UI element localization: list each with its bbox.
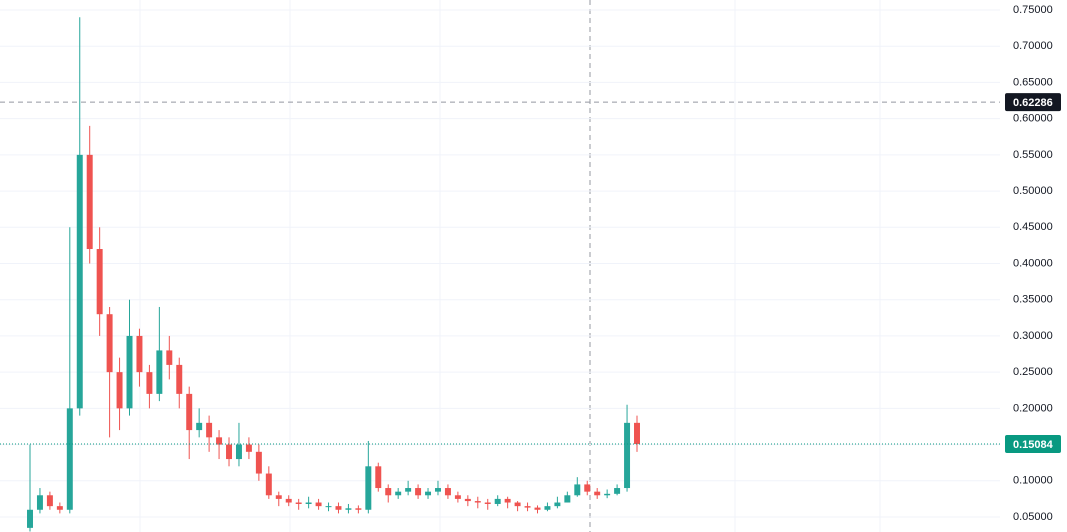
candle-body <box>554 502 561 507</box>
candle-body <box>265 473 272 496</box>
candle-body <box>27 509 33 528</box>
candle-body <box>375 466 382 489</box>
vertical-grid <box>139 0 881 532</box>
candle-body <box>395 491 402 496</box>
y-tick-label: 0.35000 <box>1013 294 1053 306</box>
candle-body <box>216 437 223 445</box>
candle-body <box>584 484 591 492</box>
candle-body <box>176 364 183 394</box>
y-tick-label: 0.60000 <box>1013 113 1053 125</box>
candle-body <box>405 488 412 492</box>
y-tick-label: 0.75000 <box>1013 4 1053 16</box>
candle-body <box>494 498 501 504</box>
candle-body <box>524 506 531 508</box>
last-price-box <box>1005 434 1061 453</box>
candle-body <box>226 444 233 460</box>
candle-body <box>196 422 203 431</box>
candle-body <box>146 372 153 394</box>
candle-body <box>295 502 302 504</box>
candle-body <box>285 498 292 503</box>
candle-body <box>624 422 631 489</box>
candle-body <box>504 498 511 503</box>
y-tick-label: 0.25000 <box>1013 366 1053 378</box>
last-price-label: 0.15084 <box>1013 439 1054 451</box>
candle-body <box>634 422 640 444</box>
y-tick-label: 0.70000 <box>1013 40 1053 52</box>
candle-body <box>186 393 193 431</box>
candle-body <box>564 495 571 503</box>
candle-body <box>594 491 601 496</box>
candle-body <box>106 314 113 373</box>
candle-body <box>335 506 342 510</box>
y-tick-label: 0.45000 <box>1013 221 1053 233</box>
candle-body <box>474 501 481 503</box>
candle-body <box>166 350 173 365</box>
candle-body <box>385 488 392 496</box>
candle-body <box>255 451 262 474</box>
candle-body <box>56 506 63 510</box>
crosshair-price-box <box>1005 93 1061 112</box>
candle-body <box>305 502 312 504</box>
candle-body <box>126 335 133 409</box>
candle-body <box>484 502 491 504</box>
candle-body <box>235 444 242 460</box>
candle-body <box>86 154 93 250</box>
y-tick-label: 0.40000 <box>1013 257 1053 269</box>
y-tick-label: 0.20000 <box>1013 402 1053 414</box>
candle-body <box>534 507 541 510</box>
y-tick-label: 0.65000 <box>1013 76 1053 88</box>
candle-body <box>434 488 441 492</box>
candle-body <box>425 491 432 496</box>
y-tick-label: 0.55000 <box>1013 149 1053 161</box>
crosshair-price-label: 0.62286 <box>1013 97 1053 109</box>
candle-body <box>156 350 163 394</box>
candle-body <box>444 488 451 496</box>
candle-body <box>136 335 143 373</box>
candle-body <box>325 506 332 508</box>
candle-body <box>206 422 213 438</box>
candle-body <box>66 408 73 510</box>
candle-body <box>544 506 551 510</box>
y-tick-label: 0.05000 <box>1013 511 1053 523</box>
y-tick-label: 0.50000 <box>1013 185 1053 197</box>
candle-body <box>116 372 123 409</box>
candle-body <box>415 488 422 496</box>
candle-body <box>604 493 611 496</box>
candle-body <box>355 508 362 510</box>
candle-body <box>614 488 621 494</box>
candle-body <box>315 502 322 507</box>
candle-body <box>275 495 282 499</box>
y-tick-label: 0.30000 <box>1013 330 1053 342</box>
candle-body <box>574 484 581 496</box>
candle-body <box>464 498 471 502</box>
candle-body <box>345 508 352 510</box>
candle-body <box>46 495 53 507</box>
candle-body <box>36 495 43 510</box>
candle-body <box>454 495 461 499</box>
candle-body <box>245 444 252 452</box>
candle-body <box>514 502 521 507</box>
y-tick-label: 0.10000 <box>1013 475 1053 487</box>
candle-body <box>96 249 103 315</box>
candle-body <box>76 154 83 409</box>
candle-body <box>365 466 372 510</box>
